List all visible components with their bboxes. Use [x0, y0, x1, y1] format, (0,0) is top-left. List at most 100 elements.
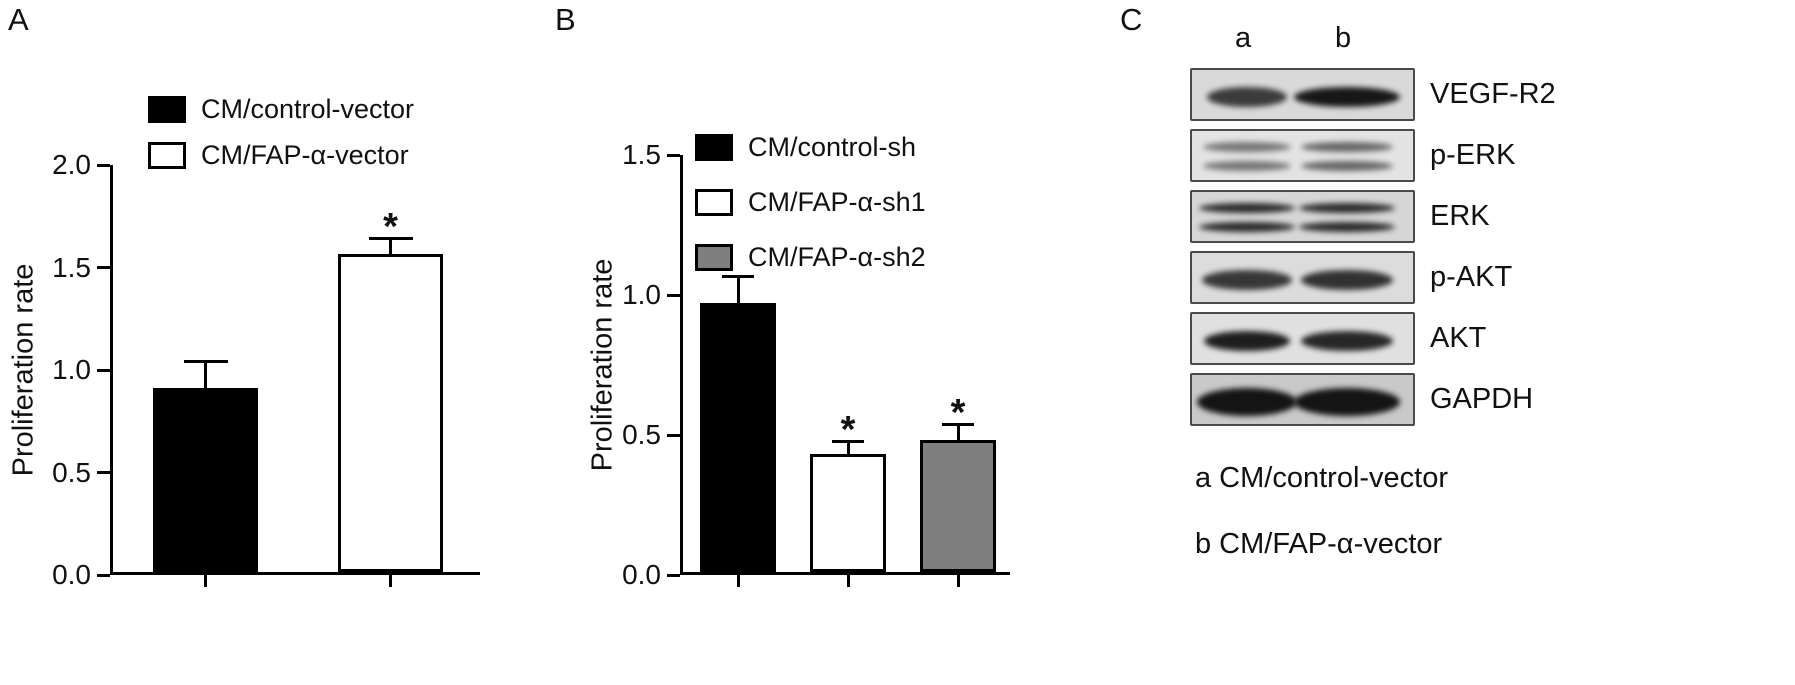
error-bar-cap: [942, 423, 974, 427]
blot-row-label: VEGF-R2: [1430, 78, 1556, 110]
y-tick-mark: [667, 293, 680, 297]
legend: CM/control-sh CM/FAP-α-sh1 CM/FAP-α-sh2: [695, 120, 926, 285]
significance-asterisk: *: [383, 205, 398, 248]
blot-row-label: ERK: [1430, 200, 1490, 232]
legend-label: CM/FAP-α-sh1: [748, 187, 926, 217]
legend-label: CM/control-sh: [748, 132, 917, 162]
y-tick-mark: [97, 471, 110, 474]
legend-label: CM/FAP-α-vector: [201, 139, 409, 170]
protein-band: [1199, 203, 1295, 213]
bar-1: [700, 303, 776, 572]
blot-row-erk: [1190, 190, 1415, 243]
blot-row-label: AKT: [1430, 322, 1487, 354]
x-tick-mark: [956, 575, 960, 587]
lane-label-a: a: [1235, 22, 1252, 54]
plot-area: * *: [680, 155, 1010, 587]
x-tick-mark: [389, 575, 392, 587]
error-bar-cap: [368, 236, 413, 240]
y-tick-label: 1.5: [52, 251, 91, 283]
y-tick-mark: [97, 163, 110, 167]
panel-c-label: C: [1120, 2, 1143, 37]
lane-label-b: b: [1335, 22, 1352, 54]
y-tick-label: 0.5: [622, 419, 661, 450]
y-tick-label: 1.0: [622, 279, 661, 310]
y-tick-label: 0.0: [52, 559, 91, 590]
plot-area: *: [110, 165, 480, 587]
blot-row-p-akt: [1190, 251, 1415, 304]
protein-band: [1294, 387, 1400, 416]
legend-item-2: CM/FAP-α-sh1: [695, 175, 926, 230]
x-tick-mark: [736, 575, 740, 587]
blot-row-vegf-r2: [1190, 68, 1415, 121]
protein-band: [1207, 86, 1287, 107]
protein-band: [1294, 86, 1400, 107]
legend-label: CM/FAP-α-sh2: [748, 242, 926, 272]
error-bar-cap: [183, 359, 228, 363]
protein-band: [1301, 269, 1393, 290]
y-tick-mark: [97, 368, 110, 372]
protein-band: [1301, 161, 1393, 171]
error-bar-cap: [722, 275, 754, 278]
bar-2: [810, 454, 886, 572]
protein-band: [1197, 387, 1297, 416]
protein-band: [1203, 142, 1291, 152]
blot-row-akt: [1190, 312, 1415, 365]
protein-band: [1299, 222, 1395, 232]
y-tick-label: 0.0: [622, 559, 661, 590]
significance-asterisk: *: [840, 409, 856, 452]
legend-swatch: [148, 95, 186, 123]
blot-row-gapdh: [1190, 373, 1415, 426]
y-tick-mark: [97, 573, 110, 577]
panel-c: C a b VEGF-R2 p-ERK ERK p-AKT AKT GAPDH a CM/con…: [1100, 0, 1795, 685]
protein-band: [1203, 161, 1291, 171]
error-bar-cap: [832, 440, 864, 444]
legend-swatch: [695, 134, 733, 161]
blot-footnote-1: a CM/control-vector: [1195, 462, 1449, 494]
error-bar: [204, 362, 207, 388]
panel-a-bar-chart: * Proliferation rate 0.0 0.5 1.0 1.5 2.0 CM/con…: [0, 0, 545, 685]
bar-3: [920, 440, 996, 572]
error-bar: [736, 278, 740, 304]
protein-band: [1204, 330, 1290, 351]
legend-swatch: [695, 244, 733, 271]
y-tick-label: 2.0: [52, 149, 91, 180]
protein-band: [1299, 203, 1395, 213]
panel-b: B * * Proliferation rate 0.0 0.5 1.0 1.5 CM/con…: [545, 0, 1100, 685]
y-tick-label: 1.5: [622, 139, 661, 170]
bar-1: [153, 387, 258, 572]
legend-swatch: [148, 141, 186, 169]
blot-row-label: GAPDH: [1430, 383, 1534, 415]
y-tick-mark: [97, 266, 110, 269]
legend-item-1: CM/control-vector: [148, 86, 414, 132]
error-bar: [846, 443, 850, 455]
y-tick-label: 0.5: [52, 456, 91, 488]
bar-2: [338, 254, 443, 572]
blot-row-p-erk: [1190, 129, 1415, 182]
x-tick-mark: [204, 575, 207, 587]
blot-footnote-2: b CM/FAP-α-vector: [1195, 528, 1443, 560]
blot-row-label: p-AKT: [1430, 261, 1513, 293]
legend-item-2: CM/FAP-α-vector: [148, 132, 414, 178]
panel-c-western-blot: a b VEGF-R2 p-ERK ERK p-AKT AKT GAPDH a CM/contr…: [1100, 0, 1795, 685]
legend-item-3: CM/FAP-α-sh2: [695, 230, 926, 285]
error-bar: [389, 239, 392, 255]
y-tick-mark: [667, 433, 680, 437]
protein-band: [1199, 222, 1295, 232]
protein-band: [1301, 142, 1393, 152]
panel-a-label: A: [8, 2, 29, 37]
protein-band: [1301, 330, 1393, 351]
panel-b-bar-chart: * * Proliferation rate 0.0 0.5 1.0 1.5 CM/contr…: [545, 0, 1100, 685]
y-tick-label: 1.0: [52, 354, 91, 385]
legend-swatch: [695, 189, 733, 216]
legend: CM/control-vector CM/FAP-α-vector: [148, 86, 414, 178]
x-tick-mark: [846, 575, 850, 587]
legend-label: CM/control-vector: [201, 93, 415, 124]
protein-band: [1202, 269, 1292, 290]
y-tick-mark: [667, 153, 680, 157]
blot-row-label: p-ERK: [1430, 139, 1516, 171]
panel-b-label: B: [555, 2, 576, 37]
legend-item-1: CM/control-sh: [695, 120, 926, 175]
y-tick-mark: [667, 573, 680, 577]
panel-a: A * Proliferation rate 0.0 0.5 1.0 1.5 2.0 CM/c…: [0, 0, 545, 685]
